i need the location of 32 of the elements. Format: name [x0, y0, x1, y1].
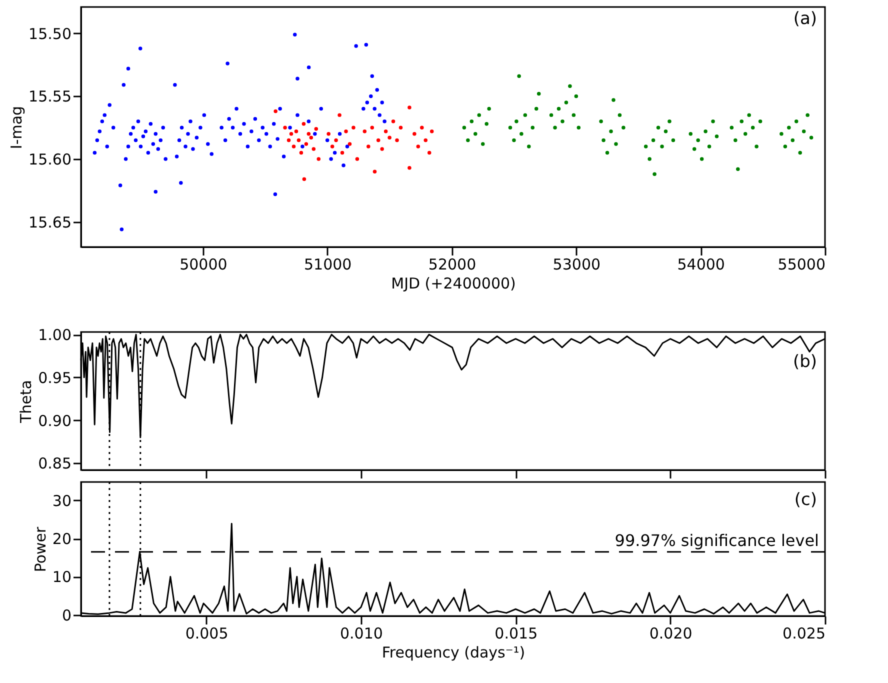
x-tick-label: 0.010	[340, 624, 383, 642]
annotation: (b)	[792, 352, 817, 372]
x-axis-title: Frequency (days⁻¹)	[382, 644, 526, 662]
x-tick-label: 50000	[180, 256, 228, 274]
x-tick-label: 54000	[677, 256, 725, 274]
y-axis-title: Power	[31, 526, 50, 572]
y-tick-label: 15.60	[28, 150, 72, 169]
x-tick-label: 0.025	[782, 624, 826, 642]
x-tick-label: 52000	[428, 256, 476, 274]
y-tick-label: 0.85	[38, 454, 72, 473]
x-tick-label: 0.015	[494, 624, 538, 642]
ref-line-label: 99.97% significance level	[614, 530, 819, 550]
y-tick-label: 15.65	[28, 213, 72, 232]
y-tick-label: 0.90	[38, 412, 72, 430]
x-axis-title: MJD (+2400000)	[391, 274, 516, 292]
y-tick-label: 0.95	[38, 368, 72, 387]
y-axis-title: I-mag	[8, 106, 26, 150]
y-tick-label: 30	[52, 492, 72, 510]
annotation: (a)	[793, 9, 817, 29]
y-tick-label: 15.55	[28, 88, 72, 106]
annotation: (c)	[794, 490, 817, 510]
y-axis-title: Theta	[17, 380, 36, 424]
x-tick-label: 0.005	[185, 624, 228, 642]
y-tick-label: 1.00	[38, 326, 72, 344]
x-tick-label: 53000	[552, 256, 601, 274]
x-tick-label: 55000	[778, 256, 826, 274]
x-tick-label: 0.020	[649, 624, 692, 642]
y-tick-label: 10	[52, 568, 72, 586]
y-tick-label: 0	[62, 606, 72, 624]
x-tick-label: 51000	[304, 256, 352, 274]
y-tick-label: 15.50	[28, 24, 72, 43]
y-tick-label: 20	[52, 530, 72, 548]
